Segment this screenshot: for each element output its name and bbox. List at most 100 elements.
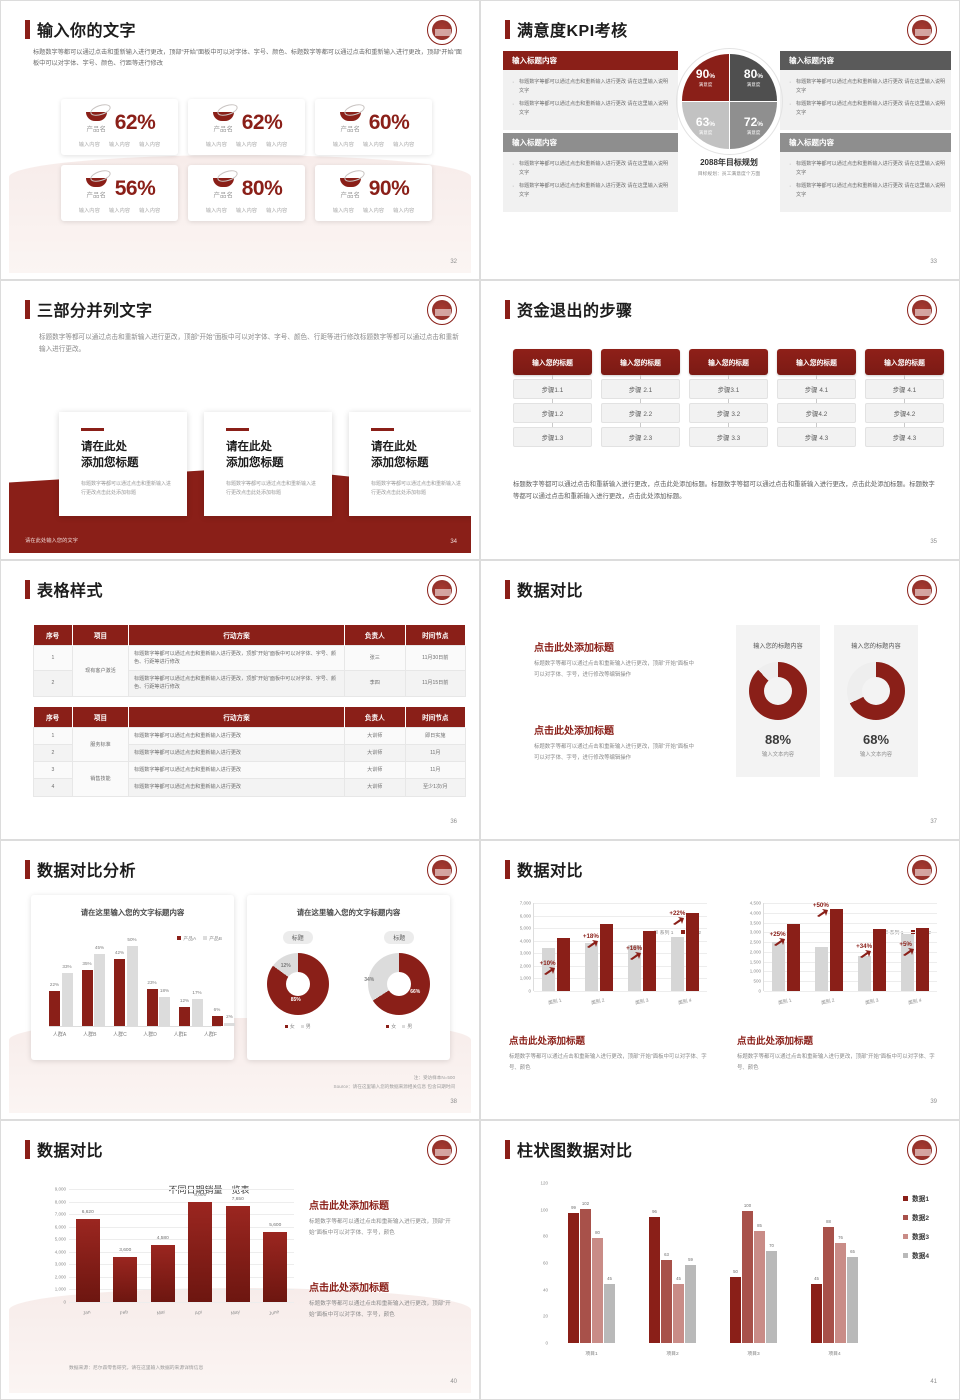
bar: 45 bbox=[673, 1276, 684, 1343]
title-bar-accent bbox=[25, 19, 30, 39]
step-header[interactable]: 输入您的标题 bbox=[513, 349, 592, 375]
donut-panel-1: 输入您的标题内容 88% 输入文本内容 bbox=[736, 625, 820, 777]
bar-value: 99 bbox=[571, 1204, 576, 1210]
connector bbox=[640, 375, 641, 379]
stat-card[interactable]: 产品名 62% 输入内容 输入内容 输入内容 bbox=[61, 99, 178, 155]
slide-37[interactable]: 数据对比 点击此处添加标题 标题数字等都可以通过点击和重新输入进行更改，顶部“开… bbox=[480, 560, 960, 840]
content-card[interactable]: 请在此处 添加您标题 标题数字等都可以通过点击和重新输入进行更改点击此处添加标题 bbox=[349, 412, 471, 516]
step-header[interactable]: 输入您的标题 bbox=[689, 349, 768, 375]
page-title: 数据对比 bbox=[505, 577, 583, 601]
arrow-icon bbox=[816, 908, 828, 917]
bar: 99 bbox=[568, 1205, 579, 1343]
bar-value: 45 bbox=[607, 1275, 612, 1281]
step-item[interactable]: 步骤 4.3 bbox=[777, 427, 856, 447]
step-item[interactable]: 步骤3.1 bbox=[689, 379, 768, 399]
x-tick: 类别 3 bbox=[864, 998, 880, 1007]
step-item[interactable]: 步骤 2.3 bbox=[601, 427, 680, 447]
arrow-icon bbox=[673, 917, 685, 926]
sub-item: 输入内容 bbox=[362, 207, 385, 214]
stat-card[interactable]: 产品名 62% 输入内容 输入内容 输入内容 bbox=[188, 99, 305, 155]
donut-slice-label: 34% bbox=[364, 977, 375, 983]
bar: 59 bbox=[685, 1257, 696, 1343]
y-tick: 3,000 bbox=[54, 1261, 66, 1267]
bar-value: 59 bbox=[688, 1257, 693, 1263]
table-row[interactable]: 1 服务标准 标题数字等都可以通过点击和重新输入进行更改 大训师 即日实施 bbox=[33, 726, 467, 763]
donut-legend: 女男 bbox=[284, 1023, 311, 1030]
text-block-1: 点击此处添加标题 标题数字等都可以通过点击和重新输入进行更改，顶部“开始”面板中… bbox=[309, 1197, 459, 1239]
kpi-box-body: 标题数字等都可以通过点击和重新输入进行更改 请在这里输入说明文字 标题数字等都可… bbox=[503, 70, 678, 130]
slide-39[interactable]: 数据对比 系列 1系列 201,0002,0003,0004,0005,0006… bbox=[480, 840, 960, 1120]
x-tick: 类别 1 bbox=[777, 998, 793, 1007]
title-bar-accent bbox=[505, 579, 510, 599]
step-header[interactable]: 输入您的标题 bbox=[865, 349, 944, 375]
bar: 88 bbox=[823, 1219, 834, 1343]
table-row[interactable]: 4 标题数字等都可以通过点击和重新输入进行更改 大训师 至少1次/月 bbox=[33, 778, 467, 797]
bowl-icon: 产品名 bbox=[84, 112, 109, 133]
step-item[interactable]: 步骤 4.3 bbox=[865, 427, 944, 447]
accent-dash bbox=[226, 428, 249, 431]
cell-no: 2 bbox=[33, 744, 73, 763]
kpi-box-3[interactable]: 输入标题内容 标题数字等都可以通过点击和重新输入进行更改 请在这里输入说明文字 … bbox=[503, 133, 678, 212]
slide-34[interactable]: 三部分并列文字 标题数字等都可以通过点击和重新输入进行更改，顶部“开始”面板中可… bbox=[0, 280, 480, 560]
stat-card[interactable]: 产品名 60% 输入内容 输入内容 输入内容 bbox=[315, 99, 432, 155]
slide-41[interactable]: 柱状图数据对比 0 20 40 60 80 100 120 99 102 80 45 96 … bbox=[480, 1120, 960, 1400]
slide-38[interactable]: 数据对比分析 请在这里输入您的文字标题内容 产品A 产品B 22% 33% 35% 45… bbox=[0, 840, 480, 1120]
slide-35[interactable]: 资金退出的步骤 输入您的标题 步骤1.1 步骤1.2 步骤1.3 输入您的标题 步… bbox=[480, 280, 960, 560]
page-title: 数据对比分析 bbox=[25, 857, 136, 881]
plot-area: 0 1,000 2,000 3,000 4,000 5,000 6,000 7,000 8,00… bbox=[55, 1187, 294, 1305]
step-header[interactable]: 输入您的标题 bbox=[601, 349, 680, 375]
step-item[interactable]: 步骤 3.2 bbox=[689, 403, 768, 423]
text-block-1: 点击此处添加标题 标题数字等都可以通过点击和重新输入进行更改，顶部“开始”面板中… bbox=[534, 639, 699, 681]
bowl-icon: 产品名 bbox=[211, 178, 236, 199]
stat-card[interactable]: 产品名 56% 输入内容 输入内容 输入内容 bbox=[61, 165, 178, 221]
content-card[interactable]: 请在此处 添加您标题 标题数字等都可以通过点击和重新输入进行更改点击此处添加标题 bbox=[59, 412, 187, 516]
content-card[interactable]: 请在此处 添加您标题 标题数字等都可以通过点击和重新输入进行更改点击此处添加标题 bbox=[204, 412, 332, 516]
y-tick: 20 bbox=[542, 1313, 548, 1319]
bar bbox=[671, 936, 685, 991]
y-tick: 8,000 bbox=[54, 1199, 66, 1205]
bar bbox=[556, 938, 570, 991]
legend-item: 男 bbox=[402, 1023, 412, 1030]
kpi-box-1[interactable]: 输入标题内容 标题数字等都可以通过点击和重新输入进行更改 请在这里输入说明文字 … bbox=[503, 51, 678, 130]
arrow-icon bbox=[630, 952, 642, 961]
cell-plan: 标题数字等都可以通过点击和重新输入进行更改，顶部“开始”面板中可以对字体、字号、… bbox=[128, 644, 346, 672]
y-tick: 40 bbox=[542, 1287, 548, 1293]
kpi-box-2[interactable]: 输入标题内容 标题数字等都可以通过点击和重新输入进行更改 请在这里输入说明文字 … bbox=[780, 51, 951, 130]
step-item[interactable]: 步骤1.1 bbox=[513, 379, 592, 399]
bar: 102 bbox=[580, 1201, 591, 1343]
step-header[interactable]: 输入您的标题 bbox=[777, 349, 856, 375]
pie-chart-subtitle: 目标规划：员工满意度个方面 bbox=[697, 172, 761, 177]
step-item[interactable]: 步骤1.2 bbox=[513, 403, 592, 423]
x-tick: 人群E bbox=[173, 1032, 187, 1038]
title-text: 数据对比 bbox=[517, 583, 584, 600]
step-item[interactable]: 步骤 4.1 bbox=[865, 379, 944, 399]
sub-item: 输入内容 bbox=[139, 141, 161, 148]
bar-label: 12% bbox=[179, 997, 190, 1003]
table-row[interactable]: 3 销售技能 标题数字等都可以通过点击和重新输入进行更改 大训师 11月 bbox=[33, 761, 467, 797]
slide-36[interactable]: 表格样式 序号 项目 行动方案 负责人 时间节点 1 现有客户激活 标题数字等都可以通过点击和… bbox=[0, 560, 480, 840]
slide-footer: 请在此处输入您的文字 bbox=[25, 538, 78, 544]
bar-value: 45 bbox=[814, 1275, 819, 1281]
step-item[interactable]: 步骤 4.1 bbox=[777, 379, 856, 399]
donut-legend: 女男 bbox=[386, 1023, 412, 1030]
step-item[interactable]: 步骤4.2 bbox=[865, 403, 944, 423]
cell-item: 现有客户激活 bbox=[71, 645, 130, 697]
step-item[interactable]: 步骤 3.3 bbox=[689, 427, 768, 447]
step-item[interactable]: 步骤1.3 bbox=[513, 427, 592, 447]
step-item[interactable]: 步骤 2.2 bbox=[601, 403, 680, 423]
table-row[interactable]: 1 现有客户激活 标题数字等都可以通过点击和重新输入进行更改，顶部“开始”面板中可以… bbox=[33, 644, 467, 697]
sub-item: 输入内容 bbox=[235, 207, 258, 214]
stat-card[interactable]: 产品名 80% 输入内容 输入内容 输入内容 bbox=[188, 165, 305, 221]
step-column-3: 输入您的标题 步骤3.1 步骤 3.2 步骤 3.3 bbox=[689, 349, 768, 447]
slide-32[interactable]: 输入你的文字 标题数字等都可以通过点击和重新输入进行更改，顶部“开始”面板中可以… bbox=[0, 0, 480, 280]
slide-33[interactable]: 满意度KPI考核 输入标题内容 标题数字等都可以通过点击和重新输入进行更改 请在… bbox=[480, 0, 960, 280]
table-header: 时间节点 bbox=[405, 625, 467, 646]
page-number: 34 bbox=[450, 539, 457, 545]
block-heading: 点击此处添加标题 bbox=[509, 1036, 586, 1047]
step-item[interactable]: 步骤4.2 bbox=[777, 403, 856, 423]
step-item[interactable]: 步骤 2.1 bbox=[601, 379, 680, 399]
slide-40[interactable]: 数据对比 不同日期销量一览表 0 1,000 2,000 3,000 4,000 5,00… bbox=[0, 1120, 480, 1400]
stat-card[interactable]: 产品名 90% 输入内容 输入内容 输入内容 bbox=[315, 165, 432, 221]
stat-percent: 80% bbox=[241, 176, 283, 200]
kpi-box-4[interactable]: 输入标题内容 标题数字等都可以通过点击和重新输入进行更改 请在这里输入说明文字 … bbox=[780, 133, 951, 212]
